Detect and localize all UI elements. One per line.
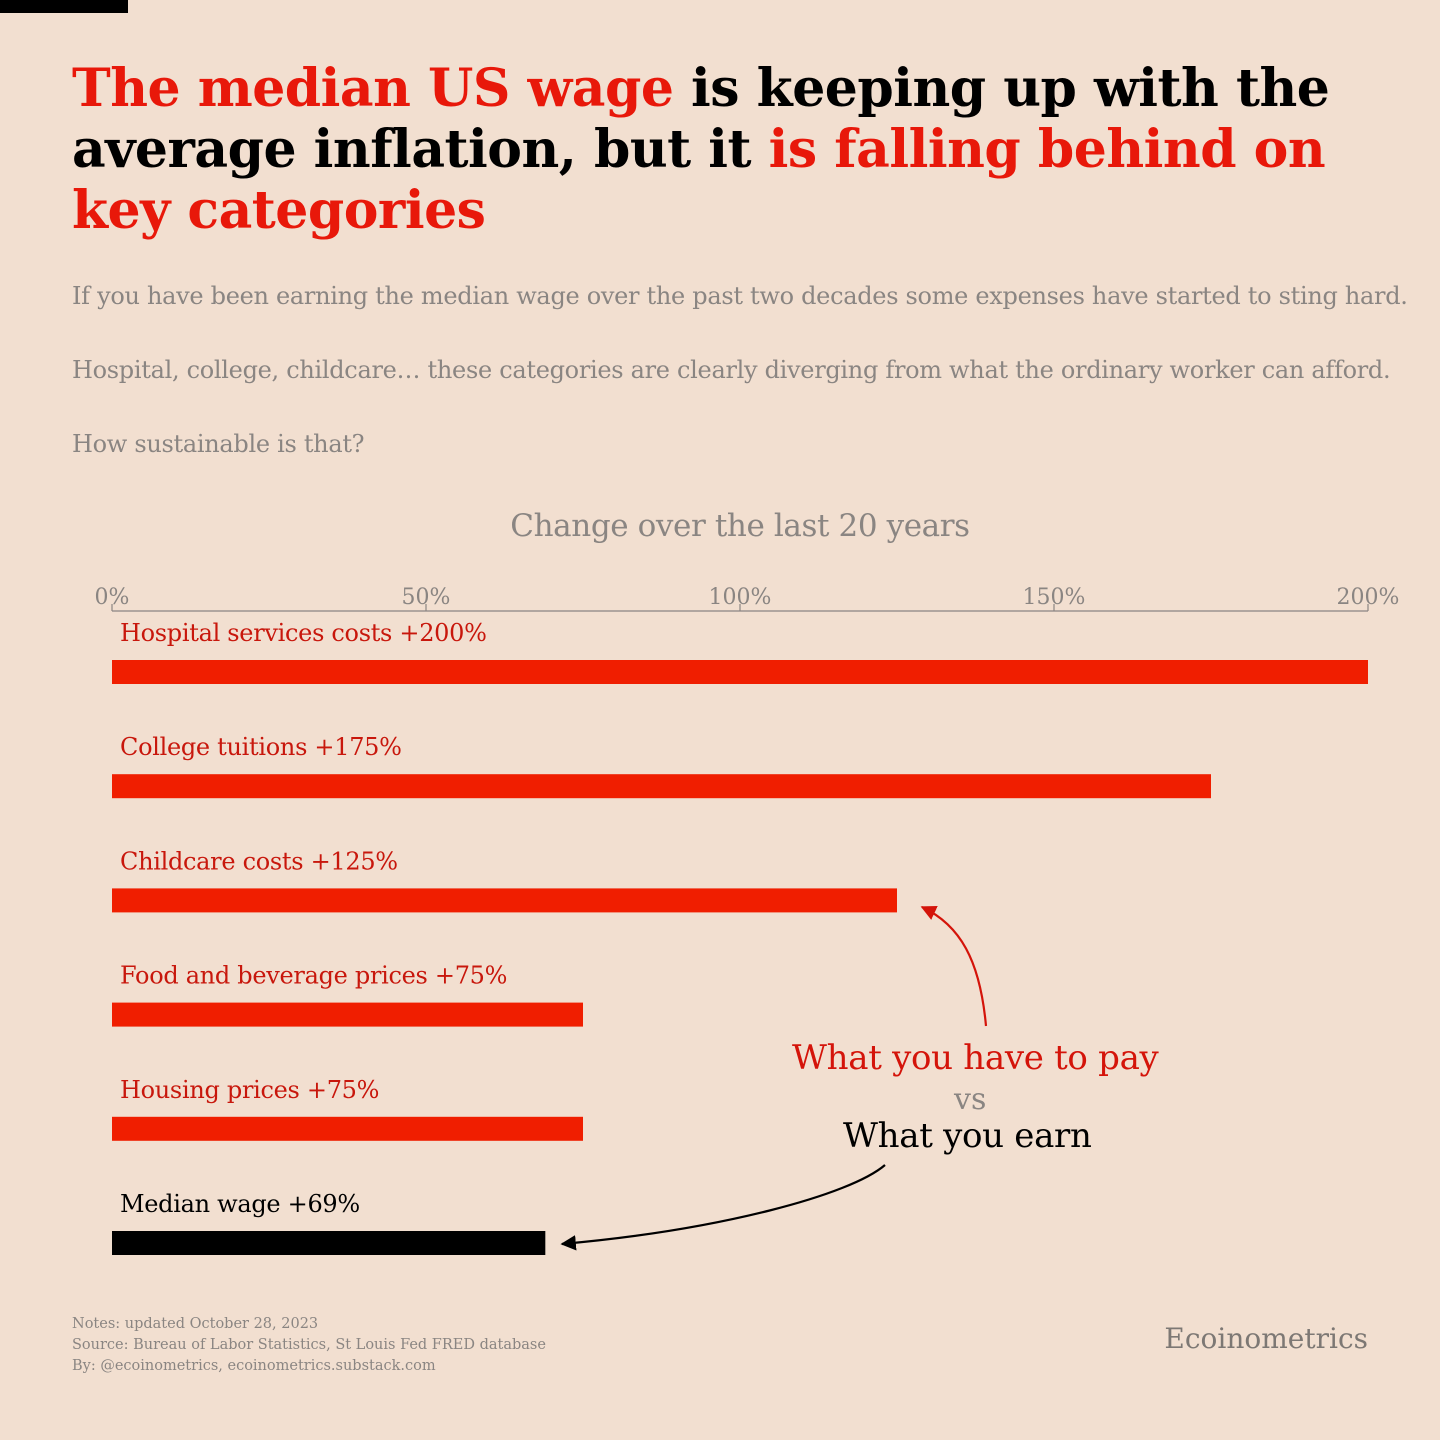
brand-logo-text: Ecoinometrics — [1164, 1322, 1368, 1355]
x-tick-label: 200% — [1337, 585, 1400, 610]
bar-label: Housing prices +75% — [120, 1076, 379, 1104]
x-tick-label: 0% — [95, 585, 130, 610]
title-text: is keeping up with the average inflation… — [72, 58, 1330, 180]
page-title: The median US wage is keeping up with th… — [72, 58, 1372, 241]
bar-label: Hospital services costs +200% — [120, 619, 487, 647]
footer-notes: Notes: updated October 28, 2023 Source: … — [72, 1314, 546, 1377]
title-highlight-2: is falling behind on key categories — [72, 119, 1326, 241]
footer-source-line: Source: Bureau of Labor Statistics, St L… — [72, 1337, 546, 1353]
arrow-to-childcare — [920, 905, 988, 1027]
bar — [112, 774, 1211, 799]
bar — [112, 1002, 583, 1027]
bar — [112, 660, 1368, 684]
x-axis: 0% 50% 100% 150% 200% — [95, 585, 1400, 612]
arrow-to-median-wage — [560, 1164, 886, 1251]
bar-label: Childcare costs +125% — [120, 847, 398, 875]
title-highlight-1: The median US wage — [72, 58, 674, 119]
annotation-earn: What you earn — [843, 1116, 1092, 1156]
subtitle-line-3: How sustainable is that? — [72, 430, 365, 458]
bar-label: Median wage +69% — [120, 1190, 360, 1218]
x-tick-label: 150% — [1023, 585, 1086, 610]
bar-label: College tuitions +175% — [120, 733, 402, 761]
bar — [112, 888, 897, 913]
bars: Hospital services costs +200% College tui… — [112, 619, 1368, 1255]
x-tick-label: 50% — [402, 585, 451, 610]
corner-accent-bar — [0, 0, 128, 13]
bar — [112, 1231, 546, 1255]
annotation-vs: vs — [954, 1082, 987, 1117]
footer-by-line: By: @ecoinometrics, ecoinometrics.substa… — [72, 1358, 436, 1374]
subtitle-line-1: If you have been earning the median wage… — [72, 282, 1408, 310]
bar-label: Food and beverage prices +75% — [120, 962, 507, 990]
subtitle-line-2: Hospital, college, childcare… these cate… — [72, 356, 1391, 384]
footer-notes-line: Notes: updated October 28, 2023 — [72, 1316, 319, 1332]
x-tick-label: 100% — [709, 585, 772, 610]
chart-title: Change over the last 20 years — [510, 508, 970, 544]
bar — [112, 1116, 583, 1141]
annotation-pay: What you have to pay — [792, 1038, 1159, 1078]
